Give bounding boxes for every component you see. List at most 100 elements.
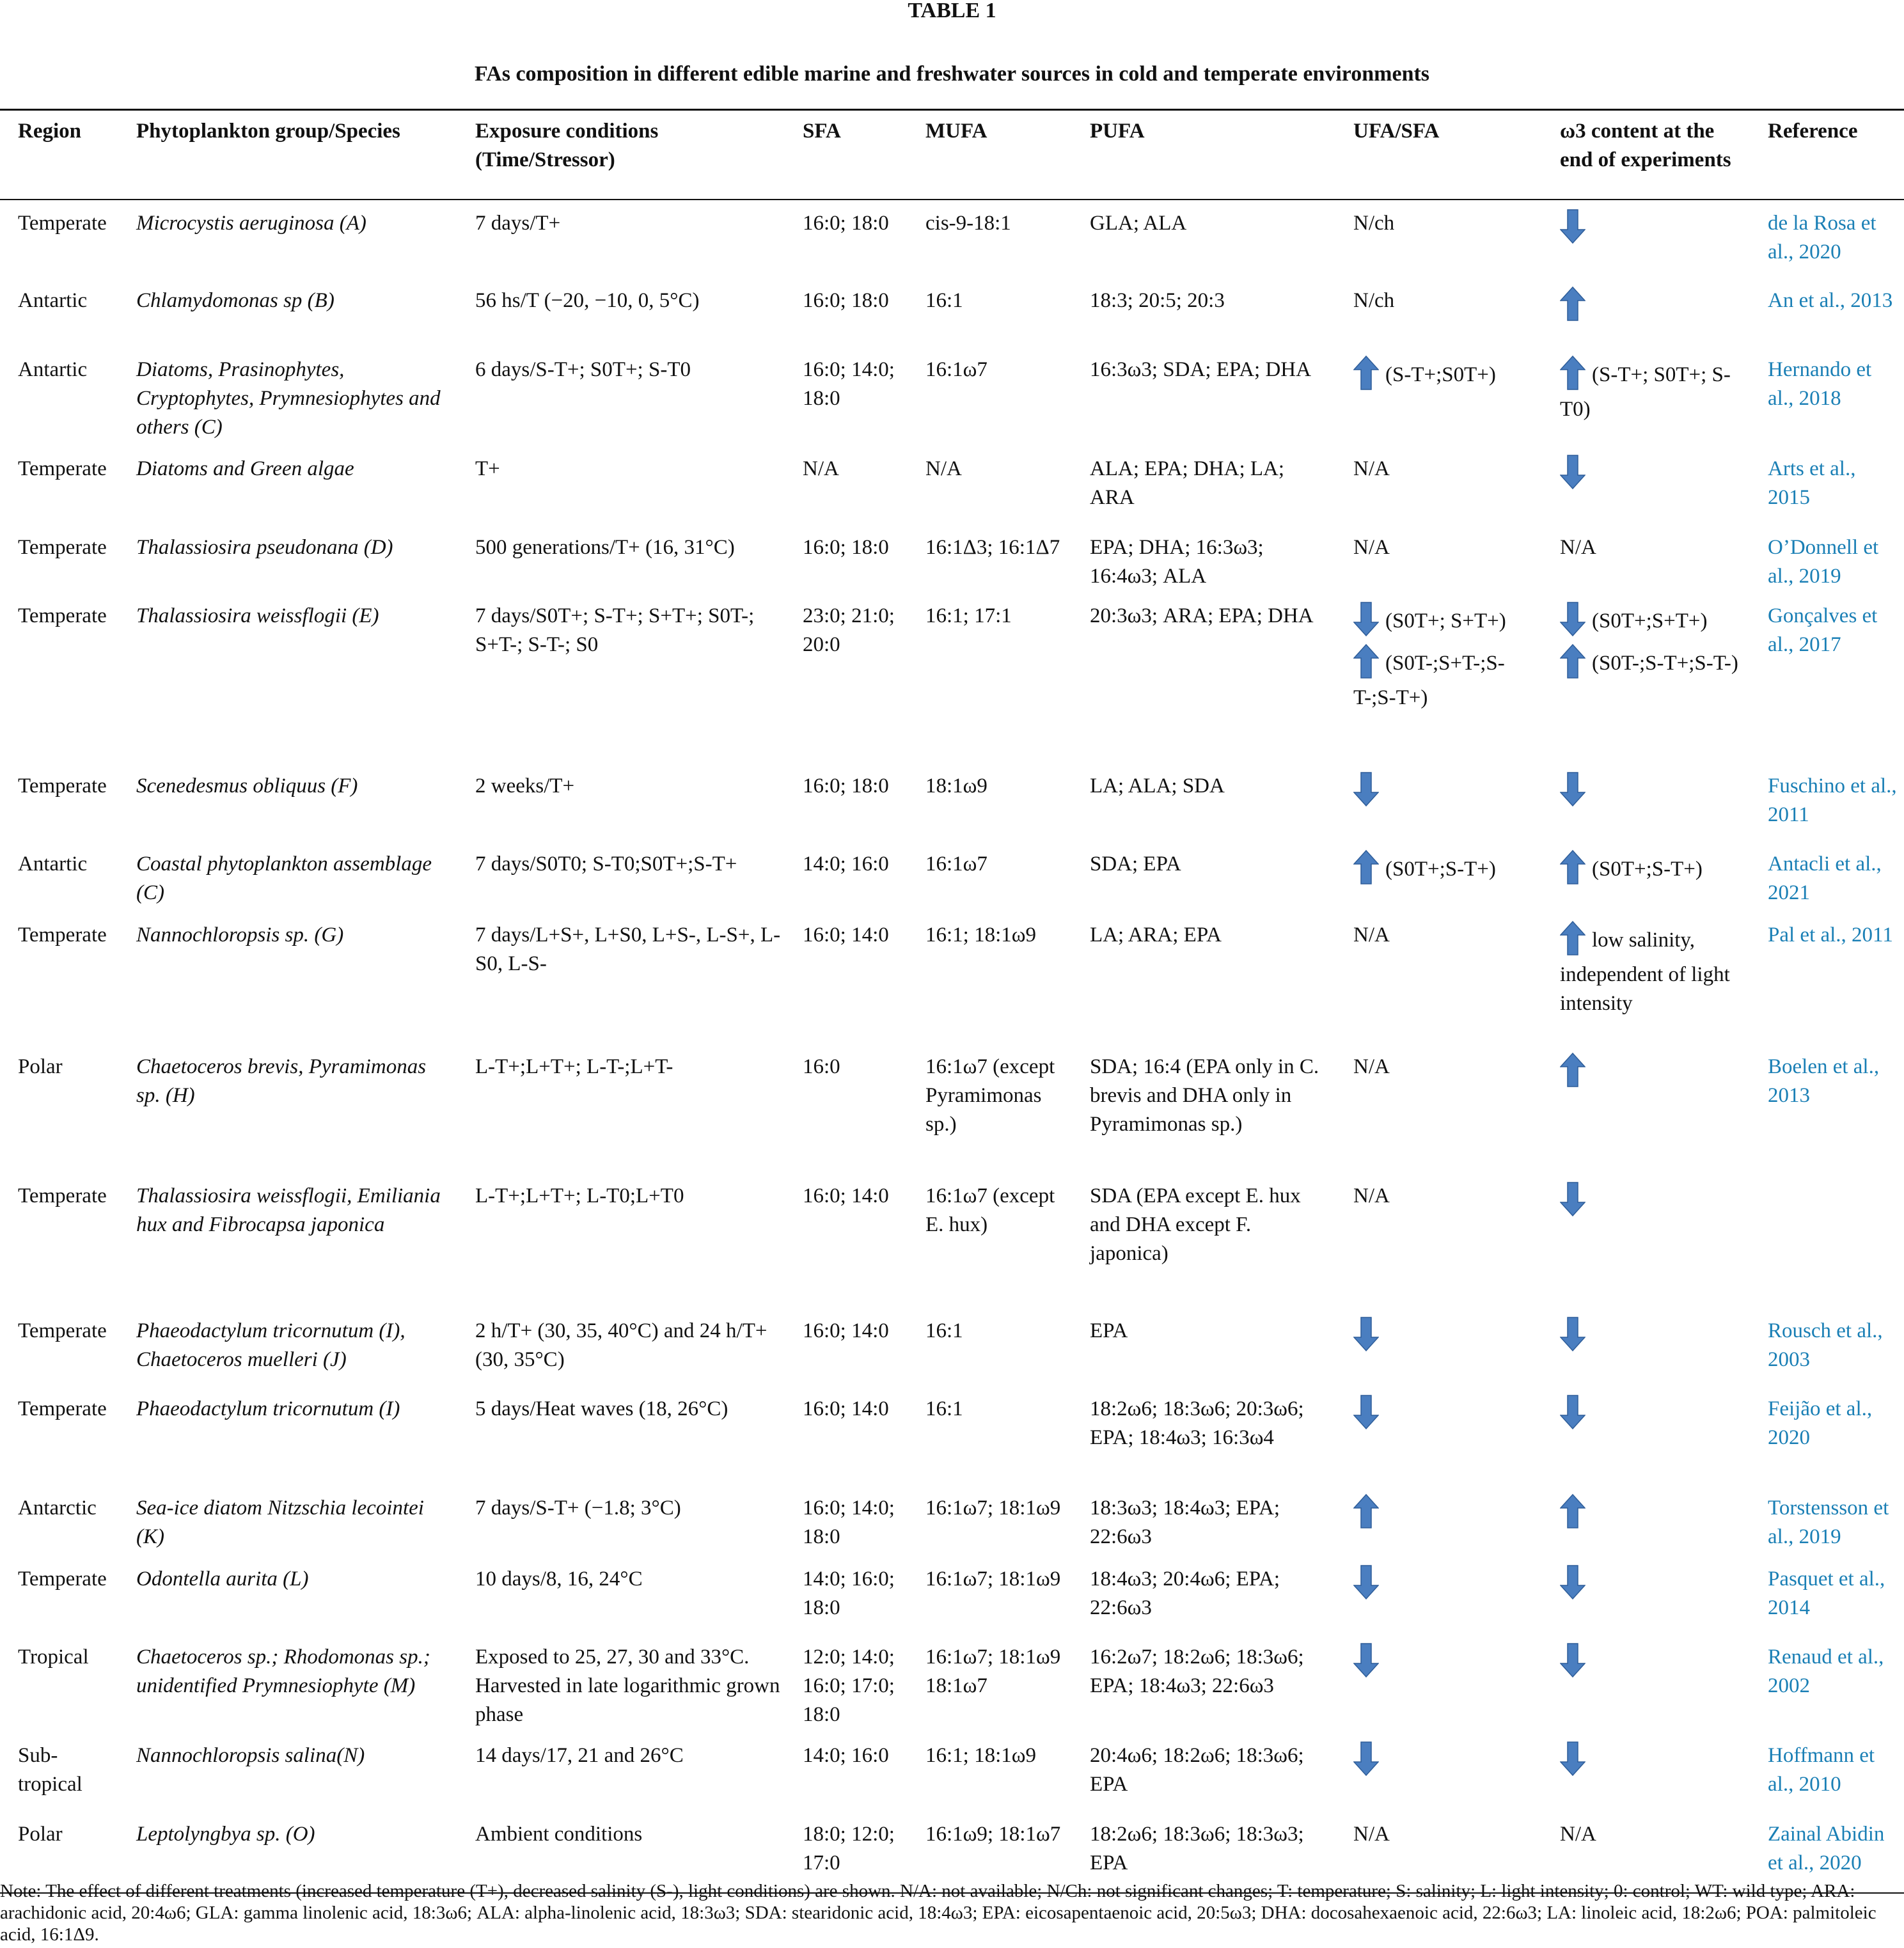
effect-line: N/A [1353,921,1538,950]
reference-link[interactable]: Pal et al., 2011 [1768,923,1893,947]
reference-link[interactable]: Hoffmann et al., 2010 [1768,1743,1875,1796]
effect-line: N/A [1353,1053,1538,1081]
pufa-cell: 18:3; 20:5; 20:3 [1090,288,1225,312]
table-row: Temperate Phaeodactylum tricornutum (I), … [0,1308,1904,1386]
sfa-cell: 18:0; 12:0; 17:0 [785,1811,908,1894]
omega3-cell: (S0T+;S-T+) [1542,841,1750,912]
header-region: Region [0,109,118,200]
table-row: Temperate Odontella aurita (L) 10 days/8, … [0,1556,1904,1634]
arrow-down-icon [1560,1394,1585,1429]
species-cell: Chlamydomonas sp (B) [136,288,334,312]
sfa-cell: 16:0; 18:0 [803,211,889,235]
ufa-sfa-cell: (S0T+; S+T+) (S0T-;S+T-;S-T-;S-T+) [1335,593,1542,763]
species-cell: Phaeodactylum tricornutum (I) [136,1397,400,1420]
effect-line [1560,1493,1746,1528]
reference-link[interactable]: de la Rosa et al., 2020 [1768,211,1876,263]
effect-text: N/A [1353,1822,1390,1846]
effect-line [1353,1741,1538,1776]
species-cell: Chaetoceros sp.; Rhodomonas sp.; unident… [136,1645,430,1697]
species-cell: Chaetoceros brevis, Pyramimonas sp. (H) [136,1055,427,1107]
pufa-cell: SDA (EPA except E. hux and DHA except F.… [1090,1184,1301,1265]
reference-link[interactable]: Hernando et al., 2018 [1768,357,1872,410]
species-cell: Thalassiosira weissflogii, Emiliania hux… [136,1184,441,1236]
pufa-cell: ALA; EPA; DHA; LA; ARA [1090,457,1285,509]
effect-line [1560,208,1746,244]
region-cell: Temperate [18,923,107,947]
sfa-cell: 16:0; 14:0; 18:0 [803,1496,895,1548]
reference-link[interactable]: An et al., 2013 [1768,288,1893,312]
table-row: Temperate Thalassiosira weissflogii, Emil… [0,1173,1904,1308]
ufa-sfa-cell: N/ch [1335,278,1542,347]
table-row: Antartic Coastal phytoplankton assemblage… [0,841,1904,912]
sfa-cell: 14:0; 16:0 [803,1743,889,1767]
region-cell: Temperate [18,1567,107,1591]
arrow-down-icon [1560,1316,1585,1351]
sfa-cell: 14:0; 16:0; 18:0 [803,1567,895,1619]
effect-line [1560,1052,1746,1087]
region-cell: Tropical [18,1645,89,1669]
reference-link[interactable]: Feijão et al., 2020 [1768,1397,1873,1449]
reference-link[interactable]: Pasquet et al., 2014 [1768,1567,1885,1619]
mufa-cell: 16:1; 18:1ω9 [925,923,1036,947]
ufa-sfa-cell: (S0T+;S-T+) [1335,841,1542,912]
effect-line [1560,1316,1746,1351]
arrow-up-icon [1560,643,1585,679]
species-cell: Phaeodactylum tricornutum (I), Chaetocer… [136,1319,405,1371]
ufa-sfa-cell: N/A [1335,1044,1542,1173]
reference-link[interactable]: Fuschino et al., 2011 [1768,774,1897,826]
exposure-cell: L-T+;L+T+; L-T-;L+T- [475,1055,673,1078]
ufa-sfa-cell [1335,1634,1542,1732]
effect-text: (S-T+; S0T+; S-T0) [1560,363,1731,421]
arrow-up-icon [1560,355,1585,390]
exposure-cell: Exposed to 25, 27, 30 and 33°C. Harveste… [475,1645,780,1726]
ufa-sfa-cell: (S-T+;S0T+) [1335,347,1542,446]
region-cell: Polar [18,1055,63,1078]
effect-line: low salinity, independent of light inten… [1560,920,1746,1015]
reference-link[interactable]: Torstensson et al., 2019 [1768,1496,1889,1548]
pufa-cell: 18:3ω3; 18:4ω3; EPA; 22:6ω3 [1090,1496,1280,1548]
reference-link[interactable]: Antacli et al., 2021 [1768,852,1882,904]
omega3-cell [1542,446,1750,524]
reference-link[interactable]: Renaud et al., 2002 [1768,1645,1884,1697]
effect-line: N/ch [1353,287,1538,315]
region-cell: Temperate [18,1397,107,1420]
ufa-sfa-cell [1335,1485,1542,1556]
reference-link[interactable]: Arts et al., 2015 [1768,457,1856,509]
pufa-cell: 18:2ω6; 18:3ω6; 18:3ω3; EPA [1072,1811,1335,1894]
arrow-down-icon [1560,454,1585,489]
species-cell: Microcystis aeruginosa (A) [136,211,366,235]
region-cell: Temperate [18,211,107,235]
mufa-cell: 16:1ω7 (except E. hux) [925,1184,1055,1236]
species-cell: Nannochloropsis salina(N) [136,1743,365,1767]
table-row: Antarctic Sea-ice diatom Nitzschia lecoin… [0,1485,1904,1556]
effect-line: N/ch [1353,209,1538,238]
reference-link[interactable]: Boelen et al., 2013 [1768,1055,1880,1107]
reference-link[interactable]: Gonçalves et al., 2017 [1768,604,1878,656]
region-cell: Polar [0,1811,118,1894]
species-cell: Diatoms and Green algae [136,457,354,480]
effect-line: (S0T-;S+T-;S-T-;S-T+) [1353,643,1538,709]
arrow-down-icon [1353,1741,1379,1776]
exposure-cell: 2 h/T+ (30, 35, 40°C) and 24 h/T+ (30, 3… [475,1319,767,1371]
table-row: Tropical Chaetoceros sp.; Rhodomonas sp.;… [0,1634,1904,1732]
table-row: Temperate Thalassiosira weissflogii (E) 7 … [0,593,1904,763]
header-sfa: SFA [785,109,908,200]
exposure-cell: 10 days/8, 16, 24°C [475,1567,643,1591]
region-cell: Temperate [18,457,107,480]
mufa-cell: 16:1 [925,1319,963,1342]
arrow-down-icon [1560,1642,1585,1677]
mufa-cell: 16:1ω7; 18:1ω9 [925,1567,1061,1591]
table-row: Antartic Diatoms, Prasinophytes, Cryptoph… [0,347,1904,446]
region-cell: Temperate [18,604,107,627]
effect-text: (S0T+;S-T+) [1592,857,1703,881]
mufa-cell: 16:1 [925,1397,963,1420]
effect-line: N/A [1353,455,1538,483]
reference-link[interactable]: O’Donnell et al., 2019 [1768,535,1879,588]
reference-link[interactable]: Zainal Abidin et al., 2020 [1750,1811,1904,1894]
fatty-acid-table: Region Phytoplankton group/Species Expos… [0,109,1904,1894]
exposure-cell: 7 days/S0T+; S-T+; S+T+; S0T-; S+T-; S-T… [475,604,755,656]
sfa-cell: 12:0; 14:0; 16:0; 17:0; 18:0 [803,1645,895,1726]
arrow-down-icon [1560,601,1585,636]
reference-link[interactable] [1750,1173,1904,1308]
reference-link[interactable]: Rousch et al., 2003 [1768,1319,1883,1371]
